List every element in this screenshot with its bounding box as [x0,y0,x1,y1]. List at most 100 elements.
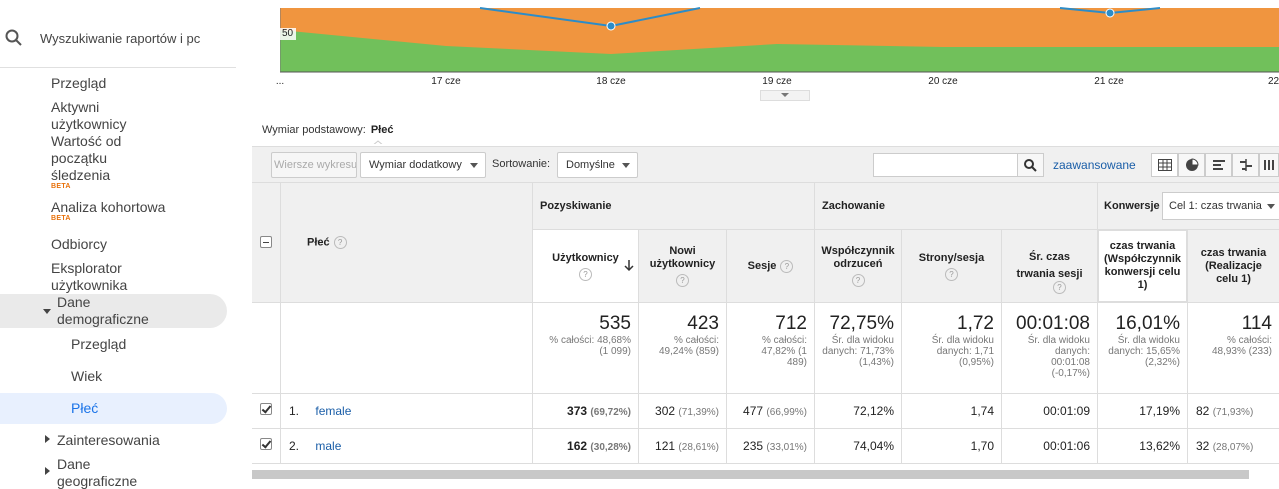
comparison-view-button[interactable] [1232,153,1259,177]
help-icon[interactable]: ? [780,259,794,273]
sidebar-group-geo[interactable]: Dane geograficzne [57,456,138,489]
col-sessions-label: Sesje [747,259,777,272]
help-icon[interactable]: ? [1053,281,1066,294]
sidebar-item-overview[interactable]: Przegląd [51,75,107,91]
col-goal-completions[interactable]: czas trwania (Realizacje celu 1) [1188,230,1279,303]
group-behavior-label: Zachowanie [822,200,885,212]
sidebar-subitem-age[interactable]: Wiek [71,368,103,384]
group-conversions: Konwersje Cel 1: czas trwania [1098,183,1279,230]
primary-dimension: Wymiar podstawowy: Płeć [262,124,393,136]
cell-pct: (33,01%) [766,442,807,453]
col-users[interactable]: Użytkownicy ? [533,230,639,303]
table-filter-input[interactable] [873,153,1018,177]
cell-pct: (69,72%) [590,407,631,418]
dimension-header[interactable]: Płeć? [281,183,533,303]
help-icon[interactable]: ? [579,267,592,281]
row-index: 1. [289,404,300,418]
sidebar-group-interests[interactable]: Zainteresowania [57,432,160,448]
row-index: 2. [289,439,300,453]
row-checkbox[interactable] [260,403,272,415]
chevron-down-icon [470,163,478,168]
row-sessions: 477 (66,99%) [727,394,815,429]
data-point[interactable] [1105,8,1115,18]
col-completions-label: czas trwania (Realizacje celu 1) [1200,246,1267,285]
sort-desc-icon [624,260,634,272]
secondary-dimension-dropdown[interactable]: Wymiar dodatkowy [360,152,486,178]
totals-spacer [252,303,281,394]
col-users-label: Użytkownicy [552,251,619,264]
goal-dropdown[interactable]: Cel 1: czas trwania [1162,192,1279,220]
table-view-button[interactable] [1151,153,1178,177]
row-dimension-link[interactable]: male [315,439,342,453]
x-tick-label: 22 c [1268,76,1279,87]
line-chart: 50 ... 17 cze 18 cze 19 cze 20 cze 21 cz… [276,0,1279,95]
total-bounce-rate: 72,75% Śr. dla widoku danych: 71,73% (1,… [815,303,902,394]
horizontal-scrollbar[interactable] [252,470,1249,479]
chevron-right-icon [45,435,50,443]
cell-value: 32 [1196,439,1210,453]
col-sessions[interactable]: Sesje ? [727,230,815,303]
table-row-dimension: 2. male [281,429,533,464]
select-all-checkbox[interactable] [260,236,272,248]
total-value: 00:01:08 [1016,313,1090,334]
dimension-header-label: Płeć [307,236,330,249]
total-sub: Śr. dla widoku danych: 71,73% (1,43%) [822,335,894,368]
pie-view-button[interactable] [1178,153,1205,177]
row-checkbox[interactable] [260,438,272,450]
chevron-down-icon [622,163,630,168]
row-users: 162 (30,28%) [533,429,639,464]
col-goal-conversion-rate[interactable]: czas trwania (Współczynnik konwersji cel… [1098,230,1188,303]
cell-value: 302 [655,404,676,418]
total-value: 114 [1241,313,1272,334]
total-sub: % całości: 49,24% (859) [658,335,719,357]
selected-indicator [373,140,383,144]
col-pages-per-session[interactable]: Strony/sesja ? [902,230,1002,303]
pivot-view-button[interactable] [1259,153,1279,177]
help-icon[interactable]: ? [945,267,958,281]
group-acquisition-label: Pozyskiwanie [540,200,612,212]
help-icon[interactable]: ? [333,236,347,249]
sidebar-item-lifetime-value[interactable]: Wartość od początku śledzenia [51,133,122,183]
plot-rows-button[interactable]: Wiersze wykresu [271,152,357,178]
row-completions: 82 (71,93%) [1188,394,1279,429]
users-area [280,30,1279,72]
cell-value: 373 [567,404,588,418]
filter-search-button[interactable] [1017,153,1044,177]
col-conv-rate-label: czas trwania (Współczynnik konwersji cel… [1103,240,1181,291]
sidebar-subitem-overview[interactable]: Przegląd [71,336,127,352]
help-icon[interactable]: ? [676,274,689,287]
data-point[interactable] [606,21,616,31]
cell-pct: (71,39%) [678,407,719,418]
primary-dimension-label: Wymiar podstawowy: [262,124,366,136]
sort-dropdown[interactable]: Domyślne [557,152,638,178]
row-conv-rate: 17,19% [1098,394,1188,429]
sidebar-item-cohort-analysis[interactable]: Analiza kohortowa [51,199,166,215]
col-avg-session-duration[interactable]: Śr. czas trwania sesji ? [1002,230,1098,303]
col-new-users[interactable]: Nowi użytkownicy ? [639,230,727,303]
help-icon[interactable]: ? [851,274,865,287]
row-pages-per-session: 1,70 [902,429,1002,464]
sidebar-item-active-users[interactable]: Aktywni użytkownicy [51,99,127,132]
col-bounce-rate-label: Współczynnik odrzuceń [821,245,895,270]
cell-value: 121 [655,439,676,453]
search-input[interactable] [40,26,220,50]
chart-plot [280,7,1279,73]
sidebar-item-user-explorer[interactable]: Eksplorator użytkownika [51,260,128,293]
sidebar-item-audiences[interactable]: Odbiorcy [51,236,108,252]
total-sub: % całości: 48,68% (1 099) [549,335,631,357]
performance-view-button[interactable] [1205,153,1232,177]
sidebar-group-demographics[interactable]: Dane demograficzne [57,294,149,327]
bar-list-icon [1212,160,1225,170]
row-dimension-link[interactable]: female [315,404,352,418]
advanced-filter-link[interactable]: zaawansowane [1053,158,1136,172]
chart-collapse-handle[interactable] [760,90,810,101]
total-sub: Śr. dla widoku danych: 1,71 (0,95%) [931,335,994,368]
primary-dimension-value[interactable]: Płeć [370,124,394,136]
total-users: 535 % całości: 48,68% (1 099) [533,303,639,394]
search-icon [5,29,22,46]
sidebar-subitem-gender[interactable]: Płeć [71,400,99,416]
cell-pct: (28,61%) [678,442,719,453]
total-pages-per-session: 1,72 Śr. dla widoku danych: 1,71 (0,95%) [902,303,1002,394]
select-all-cell [252,183,281,303]
col-bounce-rate[interactable]: Współczynnik odrzuceń ? [815,230,902,303]
